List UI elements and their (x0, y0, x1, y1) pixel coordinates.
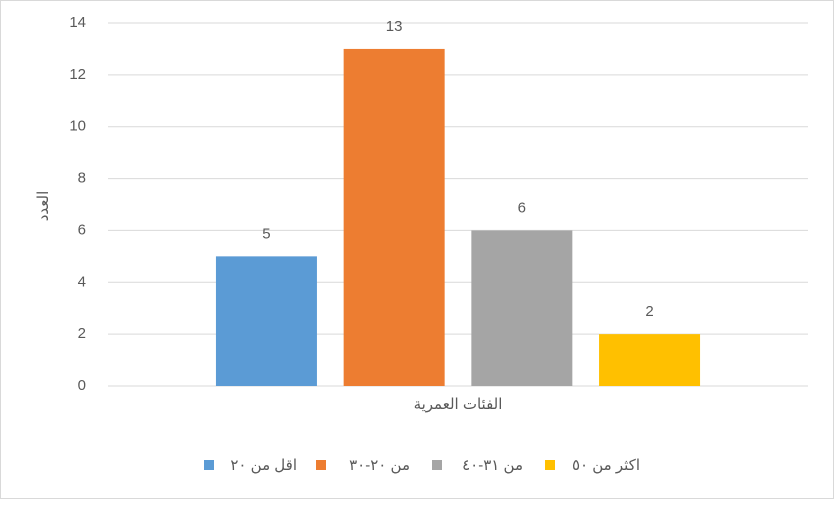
y-tick-label: 10 (69, 118, 86, 135)
y-tick-label: 4 (78, 273, 86, 290)
legend-swatch (545, 460, 555, 470)
legend-label: اقل من ٢٠ (230, 457, 297, 474)
y-tick-label: 6 (78, 221, 86, 238)
data-label: 2 (645, 303, 653, 320)
legend-swatch (204, 460, 214, 470)
bar (471, 230, 573, 386)
bar (599, 334, 701, 386)
y-tick-label: 8 (78, 170, 86, 187)
legend-label: من ٣١-٤٠ (462, 457, 523, 474)
y-tick-label: 12 (69, 66, 86, 83)
bar (343, 48, 445, 387)
bar (215, 256, 317, 386)
data-label: 6 (518, 199, 526, 216)
y-tick-label: 0 (78, 377, 86, 394)
y-axis-label: العدد (35, 191, 52, 222)
y-tick-label: 2 (78, 325, 86, 342)
legend-swatch (432, 460, 442, 470)
legend-label: من ٢٠-٣٠ (349, 457, 410, 474)
x-tick-label: الفئات العمرية (414, 396, 503, 413)
data-label: 13 (386, 18, 403, 35)
data-label: 5 (262, 225, 270, 242)
legend-swatch (316, 460, 326, 470)
y-tick-label: 14 (69, 14, 86, 31)
legend-label: اكثر من ٥٠ (572, 457, 640, 474)
